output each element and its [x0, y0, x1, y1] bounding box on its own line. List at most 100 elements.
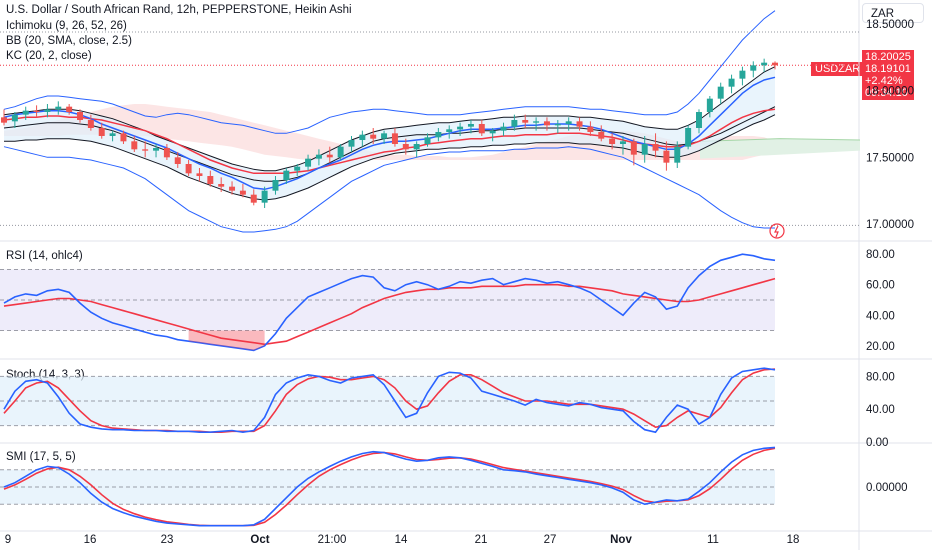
candle-body — [250, 194, 257, 203]
bollinger-legend[interactable]: BB (20, SMA, close, 2.5) — [6, 35, 132, 47]
candle-body — [587, 126, 594, 132]
candle-body — [772, 62, 778, 66]
candle-body — [370, 134, 377, 139]
candle-body — [207, 176, 214, 184]
candle-body — [706, 98, 713, 112]
candle-body — [1, 117, 7, 123]
candle-body — [424, 137, 431, 144]
time-axis-tick: 27 — [544, 534, 557, 546]
candle-body — [685, 128, 692, 147]
candle-body — [543, 121, 550, 126]
candle-body — [337, 146, 344, 158]
candle-body — [533, 121, 540, 123]
ichimoku-cloud-future — [700, 138, 860, 159]
candle-body — [717, 86, 724, 99]
alert-bolt-glyph — [774, 225, 779, 238]
price-axis-tick: 17.50000 — [866, 152, 914, 164]
candle-body — [44, 109, 51, 112]
candle-body — [652, 144, 659, 151]
candle-body — [641, 144, 648, 155]
smi-signal-line — [3, 447, 776, 527]
candle-body — [750, 65, 757, 71]
chart-title: U.S. Dollar / South African Rand, 12h, P… — [6, 4, 352, 16]
candle-body — [11, 114, 18, 122]
stoch-axis-tick: 80.00 — [866, 371, 895, 383]
candle-body — [185, 164, 192, 174]
time-axis-tick: 16 — [84, 534, 97, 546]
candle-body — [294, 166, 301, 171]
candle-body — [674, 146, 681, 163]
time-axis-tick: 9 — [5, 534, 11, 546]
price-axis-tick: 18.00000 — [866, 86, 914, 98]
candle-body — [489, 130, 496, 134]
candle-body — [120, 133, 127, 142]
candle-body — [305, 158, 312, 167]
candle-body — [630, 141, 637, 155]
rsi-oversold-fill — [188, 330, 265, 351]
smi-main-line — [3, 446, 776, 527]
keltner-fill — [4, 66, 775, 200]
candle-body — [315, 154, 322, 159]
candle-body — [739, 70, 746, 79]
rsi-main-line — [3, 253, 776, 352]
candle-body — [554, 124, 561, 126]
candle-body — [728, 78, 735, 87]
symbol-tag: USDZAR — [811, 62, 865, 76]
time-axis-tick: Oct — [250, 534, 269, 546]
bollinger-upper-line — [3, 10, 776, 134]
candle-body — [196, 173, 203, 176]
bar-countdown: 09:34:10 — [865, 87, 908, 99]
candle-body — [22, 110, 29, 115]
keltner-basis-line — [3, 106, 776, 182]
candle-body — [446, 129, 453, 132]
keltner-upper-line — [3, 66, 776, 172]
candle-body — [272, 180, 279, 191]
candle-body — [435, 132, 442, 138]
candle-body — [457, 126, 464, 130]
candle-body — [174, 157, 181, 164]
bollinger-lower-line — [3, 146, 775, 233]
candle-body — [229, 186, 236, 191]
candle-body — [163, 148, 170, 158]
alert-bolt-icon — [769, 223, 785, 239]
rsi-axis-tick: 20.00 — [866, 341, 895, 353]
candle-body — [478, 124, 485, 134]
candle-body — [663, 150, 670, 163]
currency-label[interactable]: ZAR — [862, 3, 924, 23]
candle-body — [576, 121, 583, 127]
ichimoku-cloud — [4, 104, 775, 160]
rsi-axis-tick: 60.00 — [866, 280, 895, 292]
candle-body — [87, 120, 94, 128]
rsi-signal-line — [3, 277, 776, 346]
time-axis-tick: 18 — [787, 534, 800, 546]
candle-body — [565, 121, 572, 124]
ichimoku-legend[interactable]: Ichimoku (9, 26, 52, 26) — [6, 20, 127, 32]
smi-axis-tick: 0.00000 — [866, 482, 908, 494]
keltner-legend[interactable]: KC (20, 2, close) — [6, 50, 92, 62]
time-axis-tick: 21 — [475, 534, 488, 546]
stoch-main-line — [3, 367, 776, 434]
stoch-axis-tick: 0.00 — [866, 437, 888, 449]
candle-body — [66, 106, 73, 112]
change-percent: +2.42% — [865, 75, 903, 87]
candle-body — [239, 190, 246, 195]
price-axis-tick: 17.00000 — [866, 219, 914, 231]
last-price: 18.20025 — [865, 51, 911, 63]
candle-body — [609, 138, 616, 144]
candle-body — [348, 140, 355, 147]
candle-body — [218, 184, 225, 187]
smi-legend[interactable]: SMI (17, 5, 5) — [6, 451, 76, 463]
candle-body — [77, 112, 84, 120]
candle-body — [619, 141, 626, 144]
price-axis-tick: 18.50000 — [866, 19, 914, 31]
candle-body — [695, 112, 702, 128]
cloud-span-a-future — [699, 138, 861, 142]
time-axis-tick: 23 — [161, 534, 174, 546]
rsi-legend[interactable]: RSI (14, ohlc4) — [6, 250, 83, 262]
candle-body — [142, 149, 149, 151]
rsi-axis-tick: 40.00 — [866, 310, 895, 322]
candle-body — [131, 141, 138, 150]
candle-body — [413, 144, 420, 150]
candle-body — [402, 144, 409, 150]
